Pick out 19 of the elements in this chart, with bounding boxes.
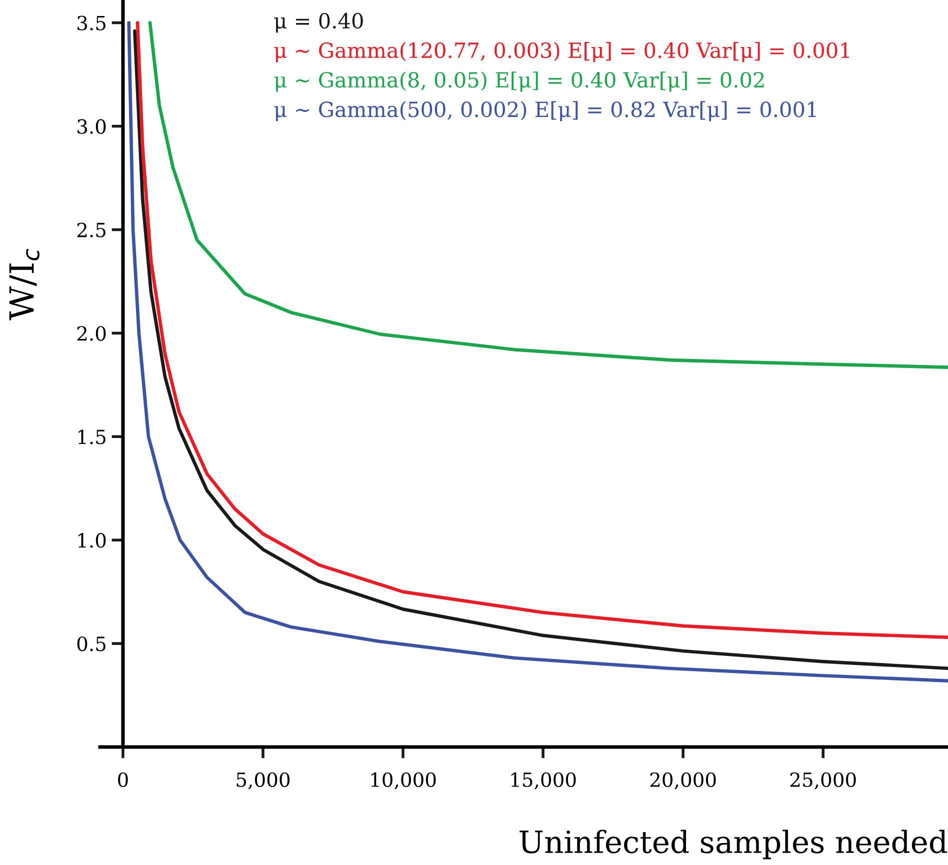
y-tick-label: 1.0 bbox=[78, 533, 106, 548]
x-tick-label: 25,000 bbox=[790, 772, 856, 790]
y-tick-label: 3.0 bbox=[78, 119, 106, 134]
text: μ ∼ Gamma(500, 0.002) E[μ] = 0.82 Var[μ] = 0.001 bbox=[274, 101, 816, 122]
y-tick-label: 2.5 bbox=[77, 222, 106, 238]
y-tick-label: 0.5 bbox=[77, 636, 106, 652]
text: μ ∼ Gamma(120.77, 0.003) E[μ] = 0.40 Var[μ] = 0.001 bbox=[274, 42, 849, 62]
y-tick-label: 1.5 bbox=[78, 430, 106, 444]
x-tick-label: 0 bbox=[118, 772, 128, 788]
x-tick-label: 15,000 bbox=[511, 772, 576, 790]
x-tick-label: 10,000 bbox=[371, 772, 436, 790]
y-tick-label: 3.5 bbox=[78, 16, 106, 30]
y-axis-title: W/I$_{c}$ bbox=[9, 248, 40, 320]
text: μ = 0.40 bbox=[274, 12, 363, 33]
x-tick-label: 5,000 bbox=[236, 772, 290, 790]
x-tick-label: 20,000 bbox=[650, 772, 716, 790]
y-tick-label: 2.0 bbox=[77, 326, 106, 341]
text: μ ∼ Gamma(8, 0.05) E[μ] = 0.40 Var[μ] = 0.02 bbox=[274, 72, 764, 92]
x-axis-title: Uninfected samples needed bbox=[520, 830, 948, 860]
